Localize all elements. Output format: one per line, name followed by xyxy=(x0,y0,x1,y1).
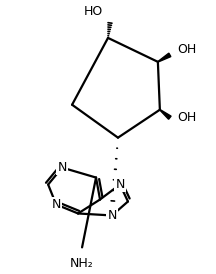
Text: N: N xyxy=(51,198,61,211)
Text: N: N xyxy=(57,161,67,174)
Text: N: N xyxy=(115,178,125,191)
Text: OH: OH xyxy=(177,43,196,56)
Text: OH: OH xyxy=(177,111,196,124)
Polygon shape xyxy=(160,110,171,119)
Text: HO: HO xyxy=(84,5,103,18)
Text: N: N xyxy=(107,209,117,222)
Text: NH₂: NH₂ xyxy=(70,257,94,270)
Polygon shape xyxy=(158,53,171,62)
